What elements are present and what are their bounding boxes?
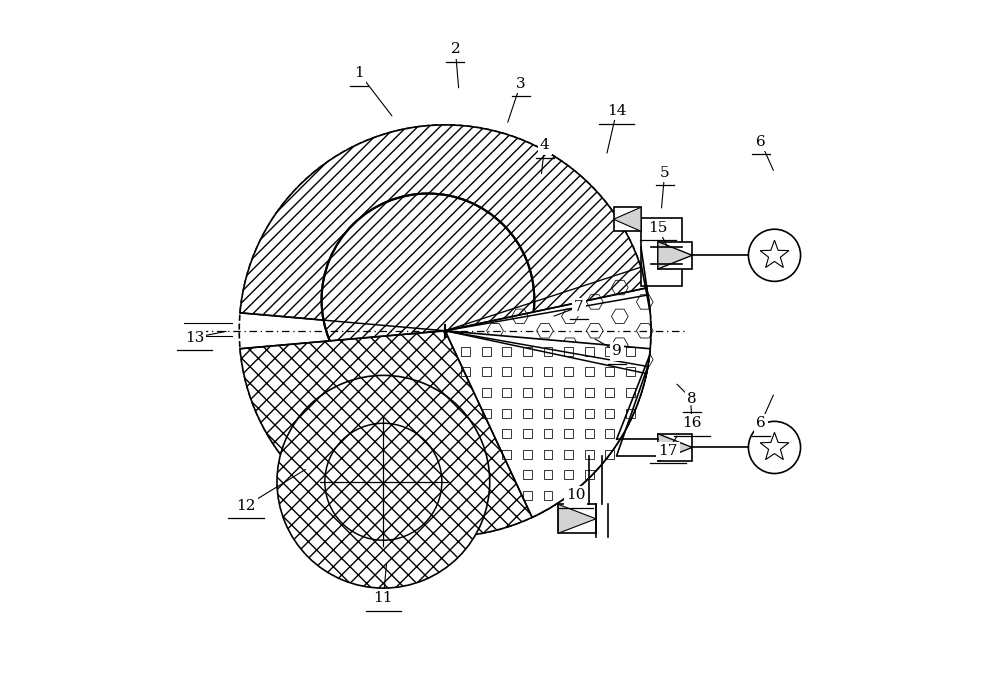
Text: 6: 6 <box>756 416 766 431</box>
Text: 4: 4 <box>540 138 549 152</box>
Bar <box>461 367 470 376</box>
Bar <box>523 471 532 480</box>
Bar <box>626 388 635 397</box>
Bar <box>502 347 511 356</box>
Bar <box>523 491 532 500</box>
Bar <box>585 450 594 459</box>
Text: 13: 13 <box>185 331 204 344</box>
Bar <box>585 388 594 397</box>
Text: 16: 16 <box>682 416 702 431</box>
Bar <box>482 367 491 376</box>
Bar <box>523 450 532 459</box>
Bar <box>523 409 532 418</box>
Bar <box>544 388 552 397</box>
Bar <box>502 367 511 376</box>
Bar <box>614 207 641 232</box>
Bar <box>605 347 614 356</box>
Bar <box>564 388 573 397</box>
Bar <box>585 409 594 418</box>
Bar <box>658 433 692 461</box>
Bar <box>626 367 635 376</box>
Wedge shape <box>277 376 490 588</box>
Wedge shape <box>240 331 648 537</box>
Bar <box>626 409 635 418</box>
Text: 9: 9 <box>612 344 622 358</box>
Bar <box>502 388 511 397</box>
Text: 14: 14 <box>607 104 626 119</box>
Text: 8: 8 <box>687 393 697 407</box>
Text: 7: 7 <box>574 300 584 313</box>
Text: 15: 15 <box>648 221 668 235</box>
Bar <box>564 429 573 438</box>
Bar <box>523 347 532 356</box>
Text: 17: 17 <box>658 444 678 458</box>
Bar <box>544 409 552 418</box>
Bar <box>605 450 614 459</box>
Bar <box>605 388 614 397</box>
Bar <box>626 347 635 356</box>
Polygon shape <box>614 207 641 232</box>
Bar <box>544 471 552 480</box>
Bar <box>585 367 594 376</box>
Bar <box>564 450 573 459</box>
Bar <box>585 429 594 438</box>
Bar <box>502 409 511 418</box>
Bar <box>523 367 532 376</box>
Bar <box>585 471 594 480</box>
Bar <box>544 491 552 500</box>
Bar <box>482 388 491 397</box>
Bar <box>544 450 552 459</box>
Wedge shape <box>240 125 648 331</box>
Polygon shape <box>658 242 692 269</box>
Text: 12: 12 <box>236 499 256 513</box>
Bar <box>544 367 552 376</box>
Bar <box>502 450 511 459</box>
Text: 2: 2 <box>451 43 460 56</box>
Bar <box>564 347 573 356</box>
Bar <box>605 429 614 438</box>
Bar <box>605 409 614 418</box>
Bar <box>585 347 594 356</box>
Bar <box>641 218 682 286</box>
Bar <box>605 367 614 376</box>
Text: 10: 10 <box>566 489 585 502</box>
Bar <box>544 347 552 356</box>
Polygon shape <box>658 433 692 461</box>
Bar <box>564 471 573 480</box>
Bar <box>544 429 552 438</box>
Bar <box>461 347 470 356</box>
Bar <box>502 429 511 438</box>
Wedge shape <box>445 331 650 517</box>
Wedge shape <box>445 288 651 373</box>
Text: 3: 3 <box>516 76 525 91</box>
Bar <box>523 388 532 397</box>
Bar <box>564 409 573 418</box>
Text: 1: 1 <box>354 66 364 81</box>
Bar <box>523 429 532 438</box>
Wedge shape <box>322 194 534 407</box>
Text: 11: 11 <box>374 591 393 606</box>
Bar <box>482 347 491 356</box>
Text: 6: 6 <box>756 135 766 149</box>
Bar <box>558 504 596 533</box>
Bar <box>482 409 491 418</box>
Polygon shape <box>558 504 596 533</box>
Bar <box>658 242 692 269</box>
Bar <box>564 367 573 376</box>
Text: 5: 5 <box>660 166 670 180</box>
